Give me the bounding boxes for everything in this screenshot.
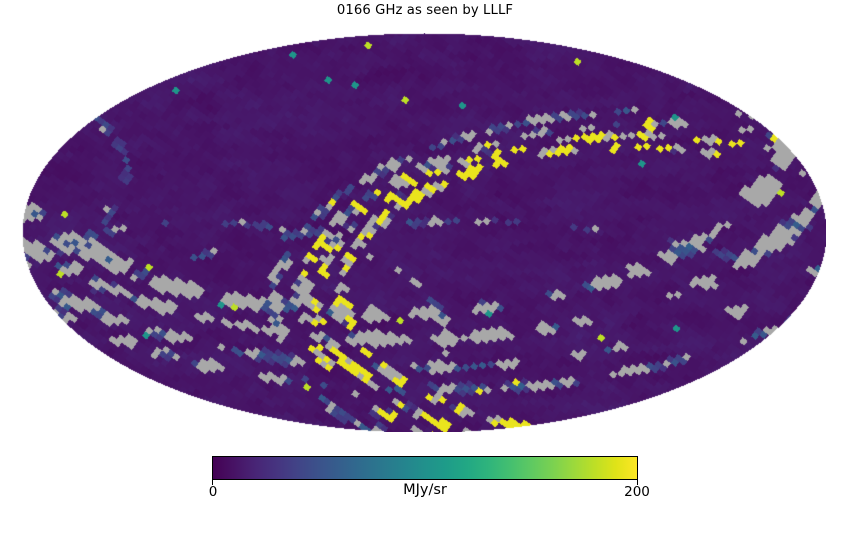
- colorbar-tick-max: [637, 480, 638, 485]
- colorbar-tick-min: [212, 480, 213, 485]
- colorbar-gradient: [212, 456, 638, 480]
- sky-map: [22, 33, 826, 432]
- colorbar: [212, 456, 638, 485]
- colorbar-min-label: 0: [208, 484, 218, 500]
- page-title: 0166 GHz as seen by LLLF: [336, 3, 514, 18]
- colorbar-unit-label: MJy/sr: [403, 482, 447, 498]
- mollweide-map-canvas: [22, 33, 826, 432]
- colorbar-max-label: 200: [624, 484, 650, 500]
